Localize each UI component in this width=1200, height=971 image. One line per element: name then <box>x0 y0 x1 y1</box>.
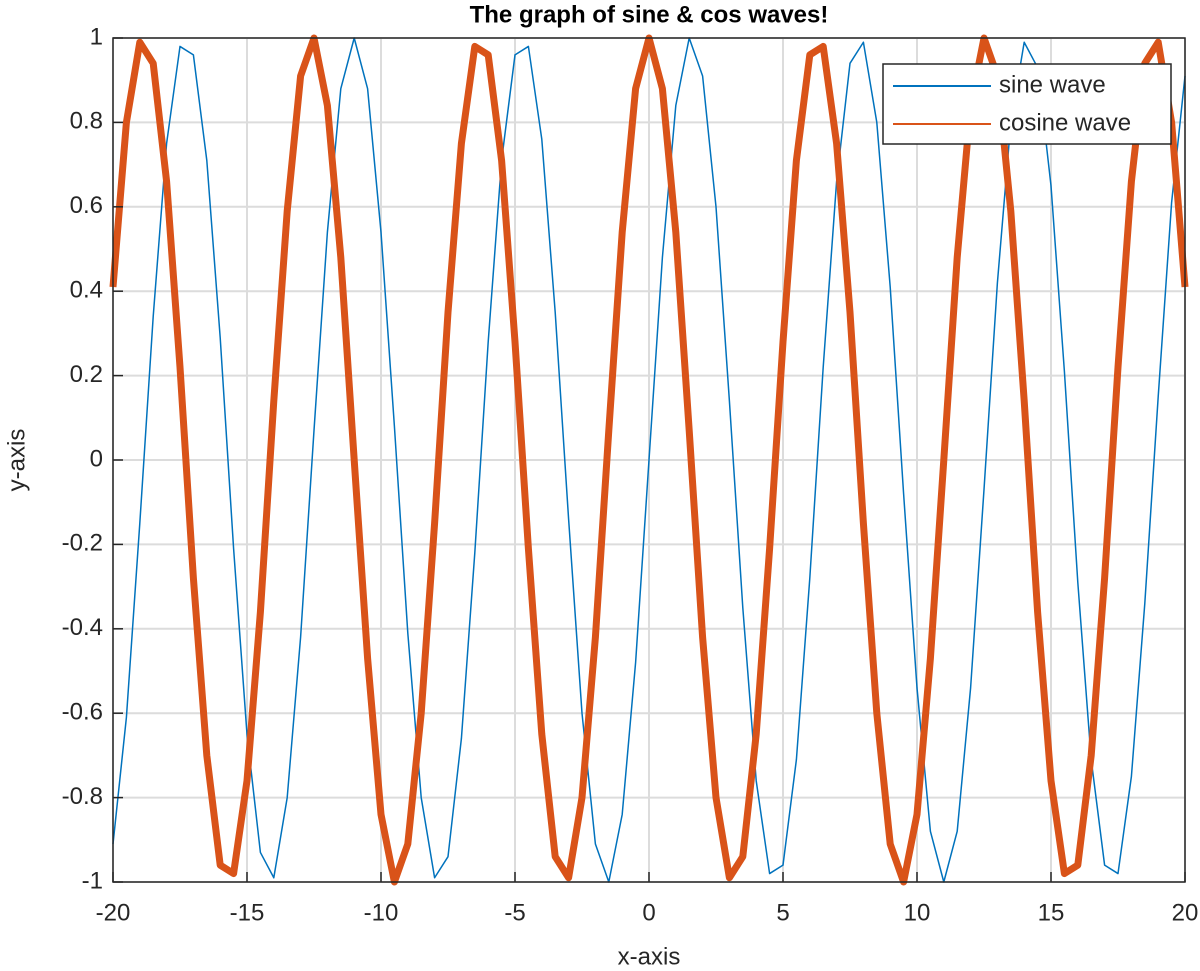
x-axis-label: x-axis <box>618 943 681 970</box>
y-tick-label: -0.6 <box>62 699 103 726</box>
y-tick-label: 1 <box>90 23 103 50</box>
x-tick-label: 15 <box>1038 899 1065 926</box>
x-tick-label: 0 <box>642 899 655 926</box>
y-tick-label: -0.2 <box>62 530 103 557</box>
y-tick-label: 0 <box>90 445 103 472</box>
legend-label: cosine wave <box>999 109 1131 136</box>
y-tick-label: 0.6 <box>70 192 103 219</box>
legend-box <box>882 63 1172 145</box>
legend: sine wave cosine wave <box>882 63 1172 145</box>
y-tick-label: -0.8 <box>62 783 103 810</box>
y-axis-label: y-axis <box>3 429 30 492</box>
y-tick-label: 0.8 <box>70 108 103 135</box>
y-tick-label: -1 <box>82 867 103 894</box>
x-tick-label: 5 <box>776 899 789 926</box>
x-tick-label: -20 <box>96 899 131 926</box>
y-tick-label: 0.4 <box>70 277 103 304</box>
y-tick-label: 0.2 <box>70 361 103 388</box>
x-tick-label: -5 <box>504 899 525 926</box>
x-tick-label: -15 <box>230 899 265 926</box>
x-tick-label: 20 <box>1172 899 1199 926</box>
x-tick-label: -10 <box>364 899 399 926</box>
legend-label: sine wave <box>999 71 1106 98</box>
chart-title: The graph of sine & cos waves! <box>470 1 829 28</box>
y-tick-label: -0.4 <box>62 614 103 641</box>
x-tick-label: 10 <box>904 899 931 926</box>
